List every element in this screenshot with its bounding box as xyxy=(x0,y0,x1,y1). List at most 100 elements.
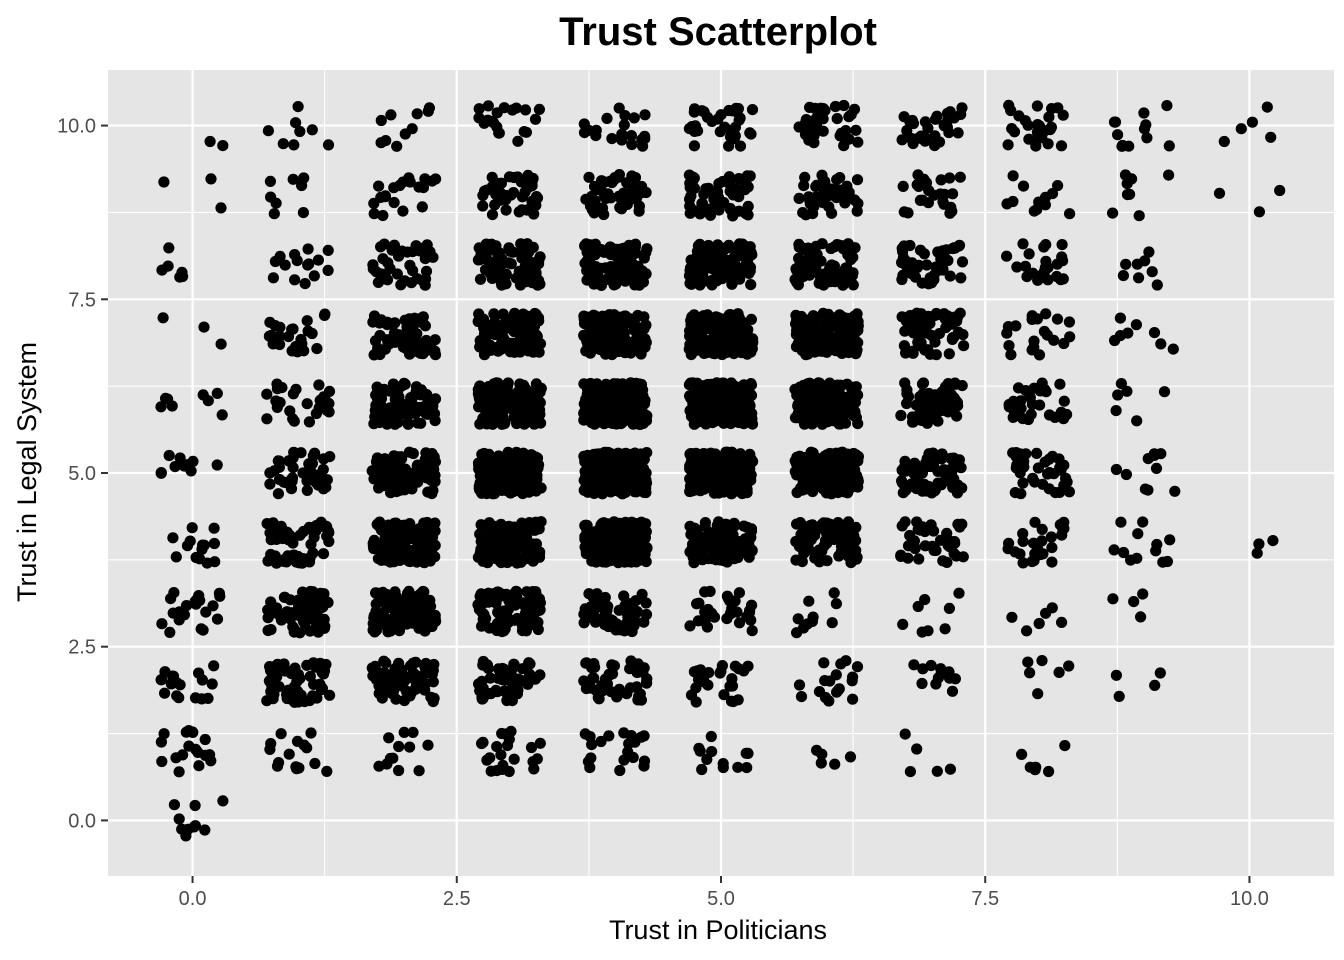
scatter-point xyxy=(420,265,433,277)
scatter-point xyxy=(310,600,322,612)
scatter-point xyxy=(371,542,383,554)
scatter-point xyxy=(1114,312,1126,324)
scatter-point xyxy=(809,552,821,564)
scatter-point xyxy=(724,680,736,692)
scatter-point xyxy=(309,609,321,621)
scatter-point xyxy=(741,521,753,534)
scatter-point xyxy=(189,799,201,812)
scatter-point xyxy=(796,556,808,568)
scatter-point xyxy=(526,472,538,484)
scatter-point xyxy=(710,554,722,566)
scatter-point xyxy=(477,682,489,694)
scatter-point xyxy=(535,417,547,429)
scatter-point xyxy=(316,666,328,679)
scatter-point xyxy=(510,682,522,695)
scatter-point xyxy=(498,663,510,675)
scatter-point xyxy=(896,520,908,532)
scatter-point xyxy=(397,205,409,217)
scatter-point xyxy=(830,598,843,610)
scatter-point xyxy=(933,264,945,276)
scatter-point xyxy=(490,245,502,257)
scatter-point xyxy=(1139,483,1151,495)
scatter-point xyxy=(908,659,920,671)
scatter-point xyxy=(935,479,947,491)
scatter-point xyxy=(846,675,858,687)
scatter-point xyxy=(285,474,297,486)
scatter-point xyxy=(483,257,495,269)
scatter-point xyxy=(931,309,943,321)
scatter-point xyxy=(283,748,295,760)
scatter-point xyxy=(726,603,738,615)
scatter-point xyxy=(920,485,932,497)
scatter-point xyxy=(818,657,830,669)
scatter-point xyxy=(584,239,596,251)
scatter-point xyxy=(943,348,955,360)
scatter-point xyxy=(721,613,733,625)
scatter-point xyxy=(383,732,395,744)
scatter-point xyxy=(294,627,306,639)
scatter-point xyxy=(1125,554,1137,566)
scatter-point xyxy=(287,323,299,335)
scatter-point xyxy=(1056,239,1068,251)
scatter-point xyxy=(318,476,330,488)
scatter-point xyxy=(1150,545,1162,557)
scatter-point xyxy=(731,386,743,398)
scatter-point xyxy=(273,473,286,486)
scatter-point xyxy=(261,695,273,707)
scatter-point xyxy=(301,398,313,410)
scatter-point xyxy=(425,406,438,418)
scatter-point xyxy=(699,586,711,598)
scatter-point xyxy=(636,404,648,416)
scatter-point xyxy=(427,664,439,676)
scatter-point xyxy=(211,613,224,625)
scatter-point xyxy=(812,345,824,357)
scatter-point xyxy=(955,462,967,474)
scatter-point xyxy=(809,313,821,325)
scatter-point xyxy=(917,663,929,675)
scatter-point xyxy=(610,278,622,290)
scatter-point xyxy=(912,600,924,613)
scatter-point xyxy=(1130,319,1142,331)
scatter-point xyxy=(308,270,320,282)
scatter-point xyxy=(164,626,176,639)
scatter-point xyxy=(602,600,614,613)
scatter-point xyxy=(476,693,488,705)
scatter-point xyxy=(1017,413,1029,425)
scatter-point xyxy=(847,395,859,407)
scatter-point xyxy=(1058,522,1070,535)
scatter-point xyxy=(831,686,843,698)
scatter-point xyxy=(521,586,533,598)
scatter-point xyxy=(802,533,814,545)
scatter-point xyxy=(267,272,279,284)
scatter-point xyxy=(292,685,304,698)
scatter-point xyxy=(1113,690,1125,703)
scatter-point xyxy=(1054,486,1066,498)
scatter-point xyxy=(918,248,931,260)
scatter-point xyxy=(954,307,966,319)
scatter-point xyxy=(732,551,744,564)
scatter-point xyxy=(530,523,542,535)
scatter-point xyxy=(793,461,805,473)
scatter-point xyxy=(828,456,840,468)
scatter-point xyxy=(1036,655,1048,667)
scatter-point xyxy=(743,267,755,279)
scatter-point xyxy=(901,388,913,400)
scatter-point xyxy=(311,343,323,355)
scatter-point xyxy=(1155,338,1167,350)
scatter-point xyxy=(183,740,195,752)
scatter-point xyxy=(1024,667,1036,679)
scatter-point xyxy=(517,447,529,459)
scatter-point xyxy=(689,484,701,496)
scatter-point xyxy=(491,741,503,753)
scatter-point xyxy=(412,417,424,429)
scatter-point xyxy=(595,735,607,748)
scatter-point xyxy=(914,524,926,536)
scatter-point xyxy=(697,532,709,544)
scatter-point xyxy=(705,730,717,743)
scatter-point xyxy=(720,462,732,474)
scatter-point xyxy=(634,380,646,392)
scatter-point xyxy=(403,313,416,325)
scatter-point xyxy=(393,764,405,777)
scatter-point xyxy=(476,400,489,412)
scatter-point xyxy=(599,246,611,258)
